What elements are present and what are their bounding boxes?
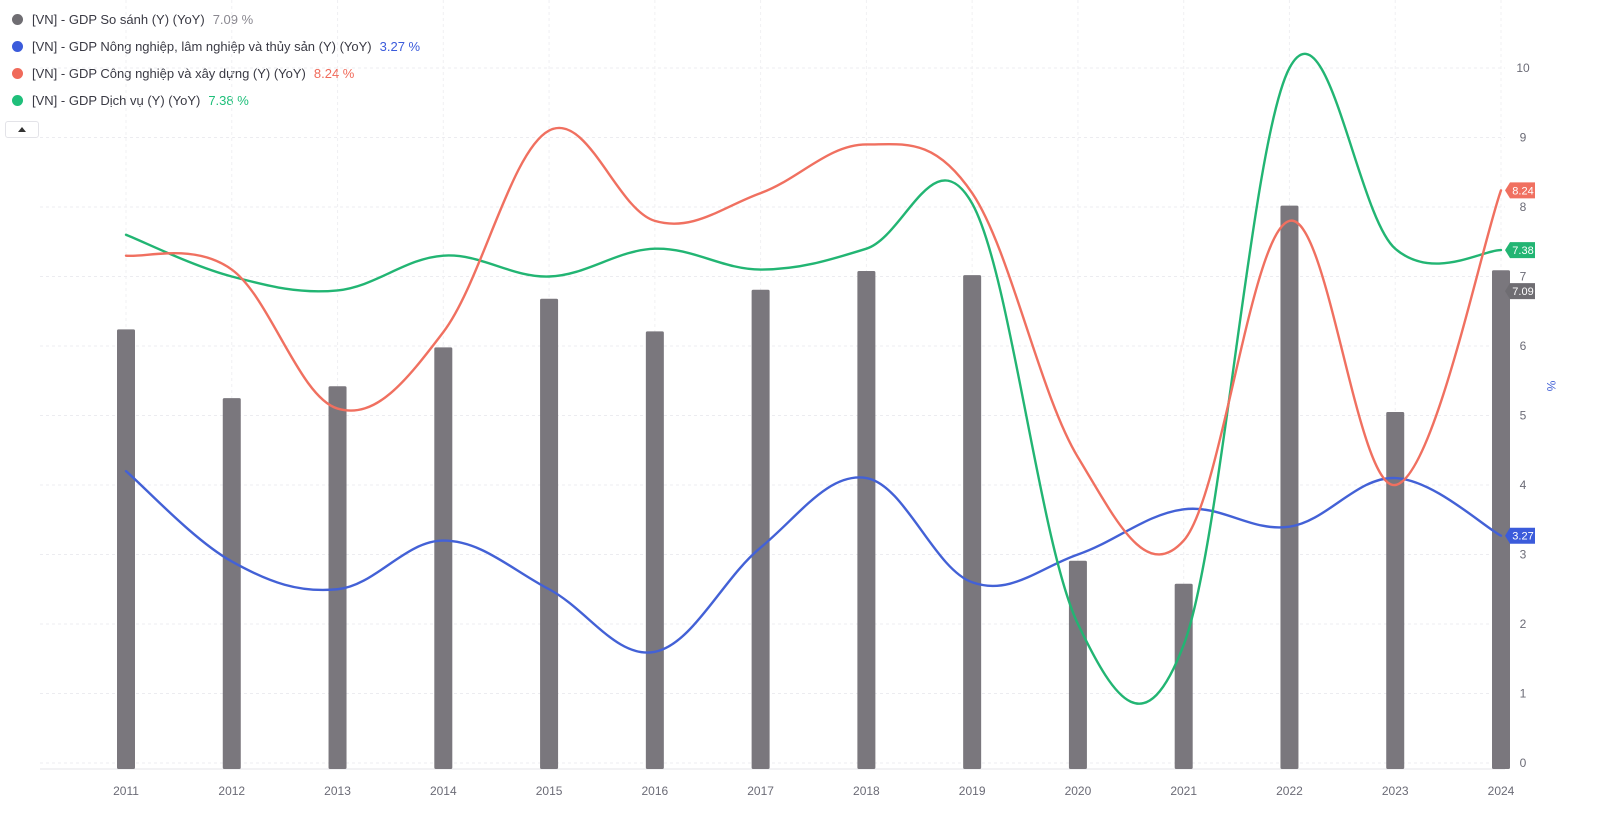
end-label-services: 7.38 xyxy=(1505,242,1535,259)
x-tick-label: 2017 xyxy=(747,784,774,798)
legend-label-gdp: [VN] - GDP So sánh (Y) (YoY) xyxy=(32,12,205,27)
bar xyxy=(963,275,982,769)
legend-item-industry[interactable]: [VN] - GDP Công nghiệp và xây dựng (Y) (… xyxy=(12,60,420,87)
end-label-gdp: 7.09 xyxy=(1505,283,1535,300)
y-tick-label: 4 xyxy=(1520,478,1527,492)
x-tick-label: 2024 xyxy=(1488,784,1515,798)
bar xyxy=(1386,412,1405,769)
y-tick-label: 2 xyxy=(1520,617,1527,631)
legend-collapse-button[interactable] xyxy=(5,121,39,138)
y-tick-label: 8 xyxy=(1520,200,1527,214)
bar xyxy=(328,386,347,769)
bar xyxy=(1174,583,1193,769)
y-tick-label: 9 xyxy=(1520,131,1527,145)
caret-up-icon xyxy=(18,127,26,132)
legend-dot-agriculture xyxy=(12,41,23,52)
legend-dot-services xyxy=(12,95,23,106)
legend-dot-industry xyxy=(12,68,23,79)
legend-value-industry: 8.24 % xyxy=(313,66,355,81)
y-tick-label: 6 xyxy=(1520,339,1527,353)
x-tick-label: 2018 xyxy=(853,784,880,798)
end-label-agriculture-text: 3.27 xyxy=(1512,531,1533,543)
y-tick-label: 3 xyxy=(1520,548,1527,562)
bar xyxy=(645,331,664,769)
end-label-industry-text: 8.24 xyxy=(1512,185,1533,197)
bar xyxy=(1280,205,1299,770)
legend-dot-gdp xyxy=(12,14,23,25)
legend-item-agriculture[interactable]: [VN] - GDP Nông nghiệp, lâm nghiệp và th… xyxy=(12,33,420,60)
x-tick-label: 2020 xyxy=(1065,784,1092,798)
x-tick-label: 2019 xyxy=(959,784,986,798)
bar xyxy=(117,329,135,769)
legend-value-agriculture: 3.27 % xyxy=(379,39,421,54)
legend-value-services: 7.38 % xyxy=(208,93,249,108)
x-tick-label: 2021 xyxy=(1170,784,1197,798)
bar xyxy=(1068,560,1087,769)
legend-value-gdp: 7.09 % xyxy=(212,12,254,27)
y-tick-label: 7 xyxy=(1520,270,1527,284)
legend-item-gdp[interactable]: [VN] - GDP So sánh (Y) (YoY) 7.09 % xyxy=(12,6,420,33)
x-tick-label: 2022 xyxy=(1276,784,1303,798)
bar xyxy=(857,270,876,769)
legend-label-services: [VN] - GDP Dịch vụ (Y) (YoY) xyxy=(32,93,201,108)
bar xyxy=(540,298,559,769)
x-tick-label: 2023 xyxy=(1382,784,1409,798)
legend-label-industry: [VN] - GDP Công nghiệp và xây dựng (Y) (… xyxy=(32,66,306,81)
bar xyxy=(434,347,453,769)
x-tick-label: 2013 xyxy=(324,784,351,798)
x-tick-label: 2012 xyxy=(218,784,245,798)
x-tick-label: 2016 xyxy=(641,784,668,798)
x-tick-label: 2015 xyxy=(536,784,563,798)
y-tick-label: 1 xyxy=(1520,687,1527,701)
legend-item-services[interactable]: [VN] - GDP Dịch vụ (Y) (YoY) 7.38 % xyxy=(12,87,420,114)
legend-label-agriculture: [VN] - GDP Nông nghiệp, lâm nghiệp và th… xyxy=(32,39,372,54)
end-label-gdp-text: 7.09 xyxy=(1512,286,1533,298)
bar xyxy=(751,289,770,769)
y-tick-label: 10 xyxy=(1516,61,1530,75)
end-label-industry-shape xyxy=(1505,182,1535,199)
end-label-services-text: 7.38 xyxy=(1512,245,1533,257)
series-line xyxy=(124,469,1503,654)
bar xyxy=(1492,270,1510,769)
x-tick-label: 2011 xyxy=(113,784,139,798)
end-label-gdp-shape xyxy=(1505,283,1535,300)
end-label-agriculture: 3.27 xyxy=(1505,527,1535,544)
series-line xyxy=(124,52,1503,705)
end-label-industry: 8.24 xyxy=(1505,182,1535,199)
bar xyxy=(222,398,241,769)
x-tick-label: 2014 xyxy=(430,784,457,798)
end-label-services-shape xyxy=(1505,242,1535,259)
legend: [VN] - GDP So sánh (Y) (YoY) 7.09 % [VN]… xyxy=(12,6,420,114)
series-line xyxy=(124,126,1503,556)
end-label-agriculture-shape xyxy=(1505,527,1535,544)
y-tick-label: 5 xyxy=(1520,409,1527,423)
y-tick-label: 0 xyxy=(1520,756,1527,770)
y-axis-label: % xyxy=(1544,381,1558,392)
